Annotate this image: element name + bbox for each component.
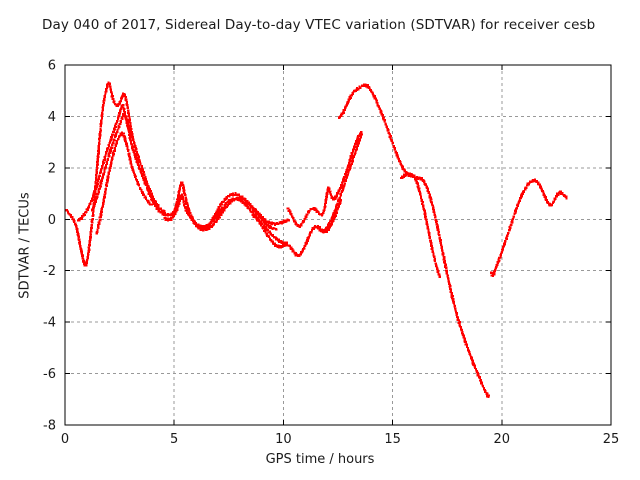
plot-frame [64,64,612,426]
y-tick-label: -8 [43,419,56,434]
series-arc-3 [91,113,167,216]
series-arc-4 [95,131,153,235]
x-tick-label: 0 [61,432,69,447]
page-title: Day 040 of 2017, Sidereal Day-to-day VTE… [42,17,596,33]
data-points-layer [64,81,568,399]
y-tick-label: 6 [48,59,56,74]
y-tick-label: 2 [48,161,56,176]
series-arc-10 [400,172,490,399]
y-tick-label: -2 [43,264,56,279]
y-tick-label: 4 [48,110,56,125]
y-tick-label: -6 [43,367,56,382]
series-arc-11 [490,178,568,278]
series-arc-1 [64,81,166,267]
series-arc-2 [77,103,134,222]
x-tick-label: 5 [170,432,178,447]
series-arc-8 [286,131,363,229]
x-tick-label: 25 [603,432,620,447]
tick-marks [64,64,612,426]
y-tick-label: -4 [43,316,56,331]
series-arc-6 [163,193,289,245]
x-tick-label: 15 [384,432,401,447]
y-axis-label: SDTVAR / TECUs [17,192,33,299]
x-tick-label: 20 [494,432,511,447]
y-tick-label: 0 [48,213,56,228]
x-axis-label: GPS time / hours [265,452,375,467]
series-arc-13 [201,196,278,231]
series-arc-9 [337,83,441,278]
series-arc-7 [251,199,342,258]
grid-lines [65,65,611,425]
x-tick-label: 10 [275,432,292,447]
series-arc-12 [317,135,363,233]
